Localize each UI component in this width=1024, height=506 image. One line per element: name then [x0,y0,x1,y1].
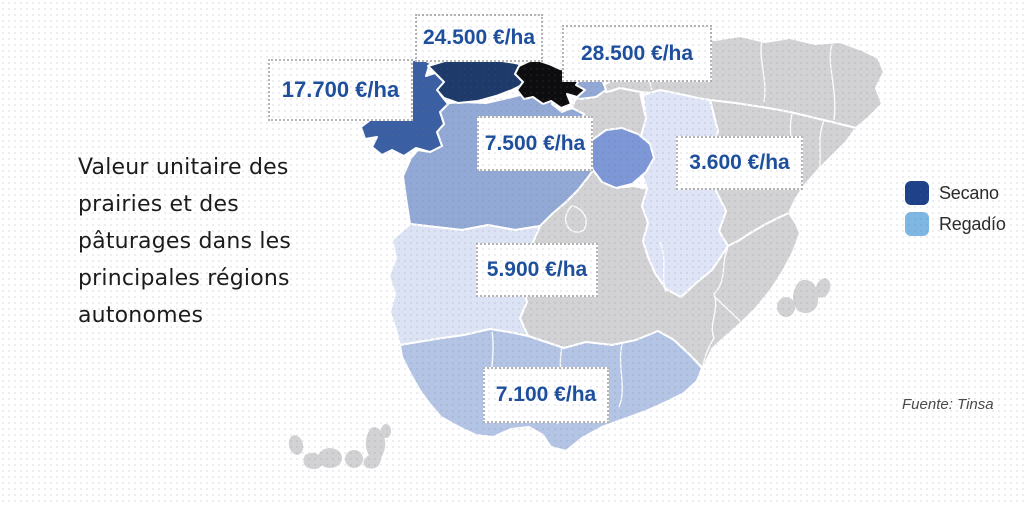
region-aragon [640,89,729,298]
value-label-north-coast: 24.500 €/ha [415,14,543,62]
value-label-andalucia: 7.100 €/ha [483,367,609,423]
balearic-islands [777,278,831,317]
secano-color-swatch [905,181,929,205]
legend-label: Regadío [939,213,1006,234]
chart-title: Valeur unitaire des prairies et des pâtu… [78,149,328,334]
title-line: principales régions [78,266,290,291]
title-line: Valeur unitaire des [78,155,289,180]
legend-item-secano: Secano [905,181,1006,205]
title-line: pâturages dans les [78,229,292,254]
region-rioja-patch [588,127,655,189]
value-label-extremadura: 5.900 €/ha [476,243,598,297]
canary-islands [288,424,391,470]
value-label-galicia: 17.700 €/ha [268,59,413,121]
value-label-castilla-leon: 7.500 €/ha [477,116,593,171]
source-credit: Fuente: Tinsa [902,396,994,413]
legend-label: Secano [939,182,999,203]
value-label-pais-vasco: 28.500 €/ha [562,25,712,82]
regadio-color-swatch [905,212,929,236]
legend-item-regadio: Regadío [905,212,1006,236]
title-line: prairies et des [78,192,239,217]
legend: Secano Regadío [905,181,1006,243]
value-label-aragon: 3.600 €/ha [676,136,803,190]
title-line: autonomes [78,303,204,328]
